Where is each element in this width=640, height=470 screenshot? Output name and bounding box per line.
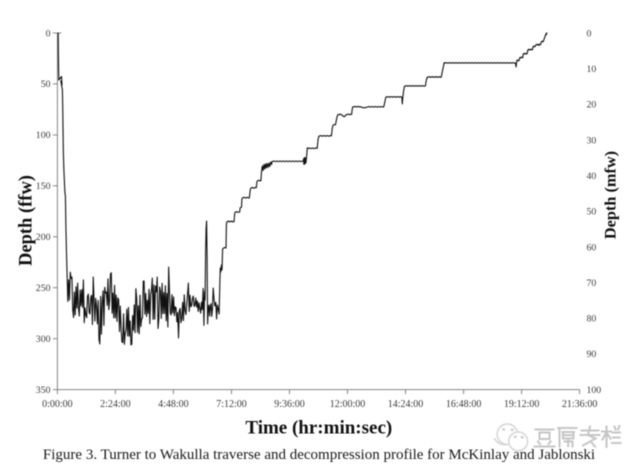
svg-text:Depth (mfw): Depth (mfw) — [601, 151, 620, 239]
svg-text:0: 0 — [46, 28, 51, 39]
svg-text:40: 40 — [587, 171, 597, 182]
svg-text:21:36:00: 21:36:00 — [562, 399, 598, 410]
svg-text:70: 70 — [587, 278, 597, 289]
svg-text:100: 100 — [587, 385, 602, 396]
svg-text:2:24:00: 2:24:00 — [100, 399, 131, 410]
svg-text:50: 50 — [41, 79, 51, 90]
svg-text:20: 20 — [587, 100, 597, 111]
svg-text:350: 350 — [36, 385, 51, 396]
svg-text:200: 200 — [36, 232, 51, 243]
svg-text:90: 90 — [587, 349, 597, 360]
svg-text:4:48:00: 4:48:00 — [158, 399, 189, 410]
svg-text:60: 60 — [587, 242, 597, 253]
svg-text:0:00:00: 0:00:00 — [42, 399, 73, 410]
svg-text:250: 250 — [36, 283, 51, 294]
svg-text:300: 300 — [36, 334, 51, 345]
svg-text:19:12:00: 19:12:00 — [504, 399, 540, 410]
svg-text:Depth (ffw): Depth (ffw) — [17, 175, 37, 266]
svg-text:12:00:00: 12:00:00 — [330, 399, 366, 410]
svg-text:7:12:00: 7:12:00 — [216, 399, 247, 410]
svg-text:50: 50 — [587, 207, 597, 218]
svg-text:Figure 3. Turner to Wakulla tr: Figure 3. Turner to Wakulla traverse and… — [43, 447, 595, 463]
svg-text:16:48:00: 16:48:00 — [446, 399, 482, 410]
svg-text:Time (hr:min:sec): Time (hr:min:sec) — [245, 418, 392, 439]
svg-text:9:36:00: 9:36:00 — [274, 399, 305, 410]
svg-text:0: 0 — [587, 28, 592, 39]
svg-text:10: 10 — [587, 64, 597, 75]
svg-text:14:24:00: 14:24:00 — [388, 399, 424, 410]
svg-text:100: 100 — [36, 130, 51, 141]
svg-text:150: 150 — [36, 181, 51, 192]
svg-text:80: 80 — [587, 314, 597, 325]
svg-text:30: 30 — [587, 135, 597, 146]
